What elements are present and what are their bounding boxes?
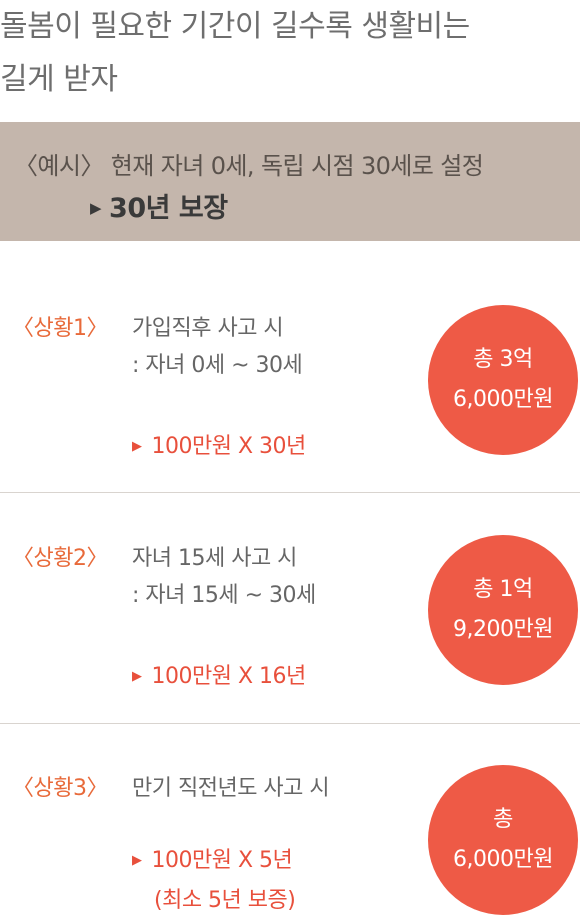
total-amount-line-1: 총 3억 [473, 347, 533, 372]
total-amount-line-2: 6,000만원 [453, 387, 553, 412]
case-formula: ▶ 100만원 X 30년 [132, 428, 306, 460]
total-amount-badge: 총 3억 6,000만원 [428, 305, 578, 455]
case-formula: ▶ 100만원 X 16년 [132, 658, 306, 690]
play-arrow-icon: ▶ [132, 669, 142, 684]
case-formula-text: 100만원 X 30년 [151, 434, 307, 459]
case-formula-text: 100만원 X 5년 [151, 848, 293, 873]
case-description: 자녀 15세 사고 시 [132, 546, 297, 571]
title-line-1: 돌봄이 필요한 기간이 길수록 생활비는 [0, 9, 470, 44]
example-coverage: ▶ 30년 보장 [90, 186, 228, 225]
case-guarantee-note: (최소 5년 보증) [154, 888, 296, 913]
case-age-range: : 자녀 15세 ~ 30세 [132, 583, 316, 608]
play-arrow-icon: ▶ [90, 199, 102, 217]
total-amount-line-2: 6,000만원 [453, 847, 553, 872]
example-banner: 〈예시〉 현재 자녀 0세, 독립 시점 30세로 설정 ▶ 30년 보장 [0, 122, 580, 241]
example-description: 〈예시〉 현재 자녀 0세, 독립 시점 30세로 설정 [14, 152, 484, 180]
case-formula-text: 100만원 X 16년 [151, 664, 307, 689]
page-title: 돌봄이 필요한 기간이 길수록 생활비는 길게 받자 [0, 0, 580, 106]
title-line-2: 길게 받자 [0, 62, 118, 97]
play-arrow-icon: ▶ [132, 439, 142, 454]
total-amount-line-1: 총 1억 [473, 577, 533, 602]
example-coverage-text: 30년 보장 [109, 193, 228, 224]
case-description: 가입직후 사고 시 [132, 316, 284, 341]
case-age-range: : 자녀 0세 ~ 30세 [132, 353, 303, 378]
case-label: 〈상황2〉 [12, 546, 108, 571]
total-amount-badge: 총 6,000만원 [428, 765, 578, 915]
play-arrow-icon: ▶ [132, 853, 142, 868]
total-amount-line-1: 총 [493, 807, 513, 832]
divider [0, 723, 580, 724]
case-formula: ▶ 100만원 X 5년 [132, 842, 293, 874]
case-description: 만기 직전년도 사고 시 [132, 776, 330, 801]
total-amount-line-2: 9,200만원 [453, 617, 553, 642]
divider [0, 492, 580, 493]
total-amount-badge: 총 1억 9,200만원 [428, 535, 578, 685]
case-label: 〈상황1〉 [12, 316, 108, 341]
case-label: 〈상황3〉 [12, 776, 108, 801]
